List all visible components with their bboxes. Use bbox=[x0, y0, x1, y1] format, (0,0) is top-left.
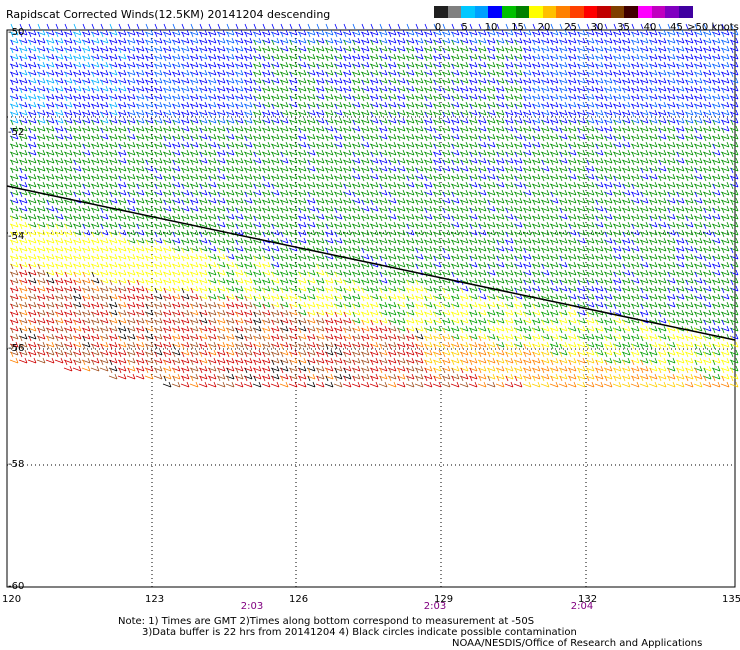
legend-swatch bbox=[678, 6, 693, 18]
time-label: 2:03 bbox=[423, 601, 447, 612]
legend-swatch bbox=[461, 6, 476, 18]
legend-label: 5 bbox=[461, 22, 468, 33]
legend-swatch bbox=[651, 6, 666, 18]
legend-swatch bbox=[488, 6, 503, 18]
legend-label: 40 bbox=[643, 22, 657, 33]
credit-line: NOAA/NESDIS/Office of Research and Appli… bbox=[452, 638, 703, 649]
legend-swatch bbox=[570, 6, 584, 18]
legend-swatch bbox=[474, 6, 489, 18]
lon-label-123: 123 bbox=[145, 594, 165, 605]
lon-label-120: 120 bbox=[2, 594, 22, 605]
time-label: 2:04 bbox=[570, 601, 594, 612]
lat-label-52: -52 bbox=[8, 127, 25, 138]
legend-swatch bbox=[624, 6, 639, 18]
legend-swatch bbox=[597, 6, 612, 18]
legend-label: 15 bbox=[511, 22, 524, 33]
legend-label: 10 bbox=[484, 22, 498, 33]
lat-label-54: -54 bbox=[8, 231, 25, 242]
legend-swatch bbox=[515, 6, 530, 18]
legend-swatch bbox=[638, 6, 652, 18]
legend-label: 0 bbox=[434, 22, 442, 33]
legend-swatch bbox=[556, 6, 571, 18]
legend-swatch bbox=[583, 6, 598, 18]
legend-swatch bbox=[542, 6, 557, 18]
note-line-2: 3)Data buffer is 22 hrs from 20141204 4)… bbox=[142, 627, 577, 638]
legend-swatch bbox=[447, 6, 462, 18]
lat-label-56: -56 bbox=[8, 343, 25, 354]
legend-label: 20 bbox=[537, 22, 551, 33]
legend-swatch bbox=[665, 6, 680, 18]
lat-label-58: -58 bbox=[8, 459, 25, 470]
legend-swatch bbox=[502, 6, 516, 18]
lon-label-126: 126 bbox=[289, 594, 309, 605]
lat-label-60: -60 bbox=[8, 581, 25, 592]
legend-label: 35 bbox=[617, 22, 630, 33]
map-frame bbox=[6, 29, 736, 588]
legend-label: 45 bbox=[670, 22, 683, 33]
legend-swatch bbox=[610, 6, 625, 18]
lat-label-50: -50 bbox=[8, 27, 25, 38]
wind-barbs bbox=[6, 23, 739, 388]
legend-swatch bbox=[529, 6, 544, 18]
legend-label: 30 bbox=[590, 22, 604, 33]
time-label: 2:03 bbox=[240, 601, 264, 612]
lon-label-135: 135 bbox=[722, 594, 740, 605]
map-title: Rapidscat Corrected Winds(12.5KM) 201412… bbox=[6, 8, 331, 21]
legend-label: 25 bbox=[564, 22, 577, 33]
note-line-1: Note: 1) Times are GMT 2)Times along bot… bbox=[118, 616, 535, 627]
legend-swatch bbox=[434, 6, 448, 18]
legend-label: >50 knots bbox=[687, 22, 739, 33]
